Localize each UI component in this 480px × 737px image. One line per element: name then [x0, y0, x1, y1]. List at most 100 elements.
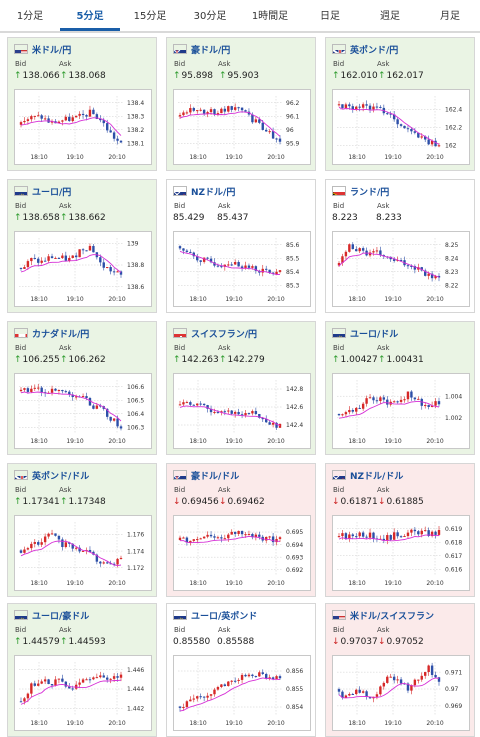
chart-box[interactable]: 0.854 0.855 0.856 18:10 19:10 20:10	[173, 655, 311, 731]
tab-4[interactable]: 1時間足	[251, 11, 289, 22]
candle	[230, 680, 233, 682]
currency-pair[interactable]: ユーロ/英ポンド	[191, 611, 258, 622]
x-tick-label: 20:10	[108, 580, 125, 587]
tab-5[interactable]: 日足	[320, 11, 340, 22]
currency-pair[interactable]: ランド/円	[350, 187, 390, 198]
currency-pair[interactable]: カナダドル/円	[32, 329, 90, 340]
candle	[244, 413, 247, 416]
currency-pair[interactable]: 米ドル/スイスフラン	[350, 611, 435, 622]
candle	[268, 422, 271, 425]
chart-box[interactable]: 0.969 0.97 0.971 18:10 19:10 20:10	[332, 655, 470, 731]
bid-value: ↑138.066	[14, 71, 60, 81]
tab-7[interactable]: 月足	[440, 11, 460, 22]
candle	[54, 257, 57, 259]
chart-box[interactable]: 1.172 1.174 1.176 18:10 19:10 20:10	[14, 515, 152, 591]
down-arrow-icon: ↓	[332, 497, 340, 507]
rate-card[interactable]: ランド/円 Bid Ask 8.223 8.233 8.22 8.23 8.24 8.25 18:…	[325, 179, 475, 313]
candle	[244, 265, 247, 269]
tab-2[interactable]: 15分足	[133, 11, 167, 22]
candle	[337, 689, 341, 692]
currency-pair[interactable]: 英ポンド/ドル	[32, 471, 90, 482]
candle	[268, 131, 271, 133]
candle	[216, 537, 220, 539]
x-tick-label: 19:10	[384, 154, 401, 161]
rate-card[interactable]: 豪ドル/ドル Bid Ask ↓0.69456 ↓0.69462 0.692 0.693 0.…	[166, 463, 316, 597]
currency-pair[interactable]: ユーロ/円	[32, 187, 72, 198]
candle	[258, 672, 261, 677]
bid-label: Bid	[333, 344, 345, 352]
ask-value: ↑142.279	[219, 355, 265, 365]
tab-3[interactable]: 30分足	[193, 11, 227, 22]
rate-card[interactable]: NZドル/ドル Bid Ask ↓0.61871 ↓0.61885 0.616 0.617 0…	[325, 463, 475, 597]
chart-box[interactable]: 0.616 0.617 0.618 0.619 18:10 19:10 20:10	[332, 515, 470, 591]
rate-card[interactable]: ユーロ/ドル Bid Ask ↑1.00427 ↑1.00431 1.002 1.004 18…	[325, 321, 475, 455]
rate-card[interactable]: カナダドル/円 Bid Ask ↑106.255 ↑106.262 106.3 106.4 1…	[7, 321, 157, 455]
currency-pair[interactable]: スイスフラン/円	[191, 329, 258, 340]
x-tick-label: 20:10	[426, 296, 443, 303]
rate-card[interactable]: ユーロ/英ポンド Bid Ask 0.85580 0.85588 0.854 0.855 0.…	[166, 603, 316, 737]
candle	[71, 688, 74, 690]
candle	[223, 684, 227, 687]
currency-pair[interactable]: 英ポンド/円	[350, 45, 399, 56]
currency-pair[interactable]: ユーロ/豪ドル	[32, 611, 90, 622]
candle	[61, 255, 64, 259]
tab-0[interactable]: 1分足	[16, 11, 44, 22]
candle	[81, 113, 85, 116]
rate-card[interactable]: NZドル/円 Bid Ask 85.429 85.437 85.3 85.4 85.5 85.6…	[166, 179, 316, 313]
candle	[99, 675, 102, 678]
rate-card[interactable]: 英ポンド/ドル Bid Ask ↑1.17341 ↑1.17348 1.172 1.174 1…	[7, 463, 157, 597]
currency-pair[interactable]: ユーロ/ドル	[350, 329, 399, 340]
candle	[85, 115, 88, 117]
candle	[348, 244, 351, 252]
candle	[61, 678, 64, 682]
candle	[112, 563, 116, 565]
rate-card[interactable]: 米ドル/スイスフラン Bid Ask ↓0.97037 ↓0.97052 0.969 0.9…	[325, 603, 475, 737]
rate-card[interactable]: 米ドル/円 Bid Ask ↑138.066 ↑138.068 138.1 138.2 138…	[7, 37, 157, 171]
candle	[116, 558, 119, 565]
candle	[213, 262, 216, 266]
candle	[216, 687, 220, 690]
currency-pair[interactable]: NZドル/円	[191, 187, 236, 198]
candle	[230, 410, 233, 414]
ask-value: ↓0.97052	[378, 637, 424, 647]
chart-box[interactable]: 138.6 138.8 139 18:10 19:10 20:10	[14, 231, 152, 307]
candle	[182, 707, 185, 709]
ask-label: Ask	[377, 60, 390, 68]
rate-card[interactable]: ユーロ/豪ドル Bid Ask ↑1.44579 ↑1.44593 1.442 1.444 1…	[7, 603, 157, 737]
chart-box[interactable]: 0.692 0.693 0.694 0.695 18:10 19:10 20:10	[173, 515, 311, 591]
candle	[278, 138, 282, 142]
rate-card[interactable]: スイスフラン/円 Bid Ask ↑142.263 ↑142.279 142.4 142.6…	[166, 321, 316, 455]
candle	[365, 536, 368, 538]
chart-box[interactable]: 138.1 138.2 138.3 138.4 18:10 19:10 20:10	[14, 89, 152, 165]
up-arrow-icon: ↑	[60, 637, 68, 647]
flag-icon	[332, 44, 346, 54]
chart-box[interactable]: 106.3 106.4 106.5 106.6 18:10 19:10 20:10	[14, 373, 152, 449]
currency-pair[interactable]: 米ドル/円	[32, 45, 72, 56]
candle	[379, 106, 382, 108]
bid-value: ↓0.69456	[173, 497, 219, 507]
card-header: ランド/円	[332, 185, 390, 198]
x-tick-label: 20:10	[426, 580, 443, 587]
chart-box[interactable]: 8.22 8.23 8.24 8.25 18:10 19:10 20:10	[332, 231, 470, 307]
x-tick-label: 19:10	[225, 720, 242, 727]
chart-box[interactable]: 95.9 96 96.1 96.2 18:10 19:10 20:10	[173, 89, 311, 165]
candle	[106, 408, 109, 417]
flag-icon	[332, 186, 346, 196]
rate-card[interactable]: 豪ドル/円 Bid Ask ↑95.898 ↑95.903 95.9 96 96.1 96.2 1…	[166, 37, 316, 171]
currency-pair[interactable]: 豪ドル/ドル	[191, 471, 240, 482]
currency-pair[interactable]: 豪ドル/円	[191, 45, 231, 56]
candle	[230, 264, 233, 266]
chart-box[interactable]: 142.4 142.6 142.8 18:10 19:10 20:10	[173, 373, 311, 449]
tab-1[interactable]: 5分足	[60, 0, 120, 31]
currency-pair[interactable]: NZドル/ドル	[350, 471, 404, 482]
candle	[85, 679, 88, 681]
chart-box[interactable]: 1.442 1.444 1.446 18:10 19:10 20:10	[14, 655, 152, 731]
rate-card[interactable]: 英ポンド/円 Bid Ask ↑162.010 ↑162.017 162 162.2 162.…	[325, 37, 475, 171]
ask-value: 8.233	[376, 213, 402, 223]
tab-6[interactable]: 週足	[380, 11, 400, 22]
chart-box[interactable]: 162 162.2 162.4 18:10 19:10 20:10	[332, 89, 470, 165]
candle	[26, 261, 30, 268]
chart-box[interactable]: 85.3 85.4 85.5 85.6 18:10 19:10 20:10	[173, 231, 311, 307]
rate-card[interactable]: ユーロ/円 Bid Ask ↑138.658 ↑138.662 138.6 138.8 139…	[7, 179, 157, 313]
chart-box[interactable]: 1.002 1.004 18:10 19:10 20:10	[332, 373, 470, 449]
